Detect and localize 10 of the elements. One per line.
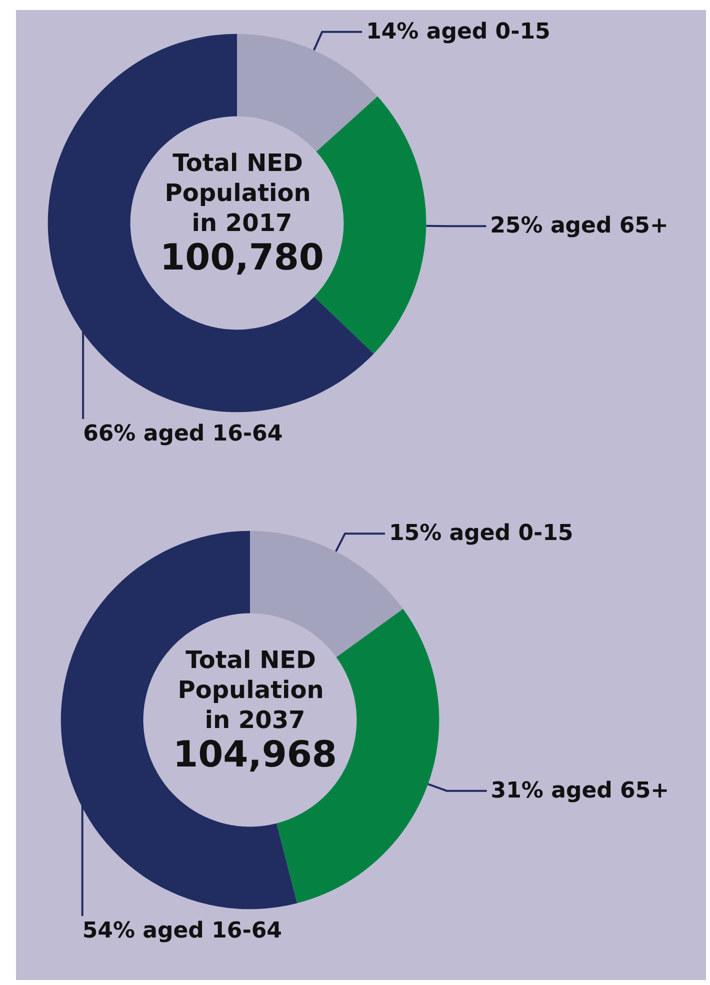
slice-label: 15% aged 0-15 — [388, 521, 574, 546]
text: Total NED Population in 2037 — [178, 646, 332, 734]
slice-label: 25% aged 65+ — [490, 214, 668, 239]
slice-label: 54% aged 16-64 — [82, 918, 282, 944]
text: 104,968 — [173, 734, 337, 776]
slice-label: 14% aged 0-15 — [366, 19, 550, 44]
slice-label: 31% aged 65+ — [490, 778, 670, 804]
text: Total NED Population in 2017 — [164, 149, 320, 237]
slice-label: 66% aged 16-64 — [83, 422, 283, 446]
text: 100,780 — [160, 238, 324, 278]
